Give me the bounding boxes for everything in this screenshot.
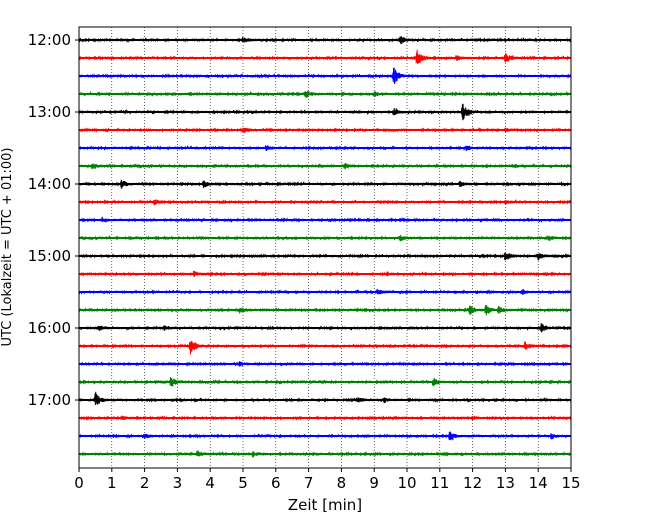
y-tick-label: 12:00 xyxy=(28,31,71,49)
x-tick-label: 2 xyxy=(140,474,150,492)
y-tick-label: 16:00 xyxy=(28,319,71,337)
y-tick-label: 13:00 xyxy=(28,103,71,121)
x-tick-label: 7 xyxy=(304,474,314,492)
plot-frame xyxy=(78,26,572,469)
y-axis-title: UTC (Lokalzeit = UTC + 01:00) xyxy=(0,148,15,347)
y-tick-label: 17:00 xyxy=(28,391,71,409)
x-tick-label: 1 xyxy=(107,474,117,492)
x-axis-title: Zeit [min] xyxy=(288,496,362,514)
x-tick-label: 5 xyxy=(238,474,248,492)
trace-1615 xyxy=(78,340,572,355)
x-tick-label: 6 xyxy=(271,474,281,492)
x-tick-label: 10 xyxy=(397,474,416,492)
axes-layer: 0 1 2 3 4 5 6 7 8 9 10 11 12 13 14 1512:0013:0014:0015:… xyxy=(28,31,581,492)
traces-layer xyxy=(78,36,572,458)
x-tick-label: 14 xyxy=(529,474,548,492)
x-tick-label: 15 xyxy=(561,474,580,492)
x-tick-label: 0 xyxy=(74,474,84,492)
y-tick-label: 15:00 xyxy=(28,247,71,265)
x-tick-label: 9 xyxy=(369,474,379,492)
x-tick-label: 13 xyxy=(496,474,515,492)
x-tick-label: 4 xyxy=(205,474,215,492)
y-tick-label: 14:00 xyxy=(28,175,71,193)
trace-1215 xyxy=(78,49,572,64)
x-tick-label: 11 xyxy=(430,474,449,492)
x-tick-label: 8 xyxy=(337,474,347,492)
x-tick-label: 3 xyxy=(173,474,183,492)
x-tick-label: 12 xyxy=(463,474,482,492)
trace-1700 xyxy=(78,391,572,406)
